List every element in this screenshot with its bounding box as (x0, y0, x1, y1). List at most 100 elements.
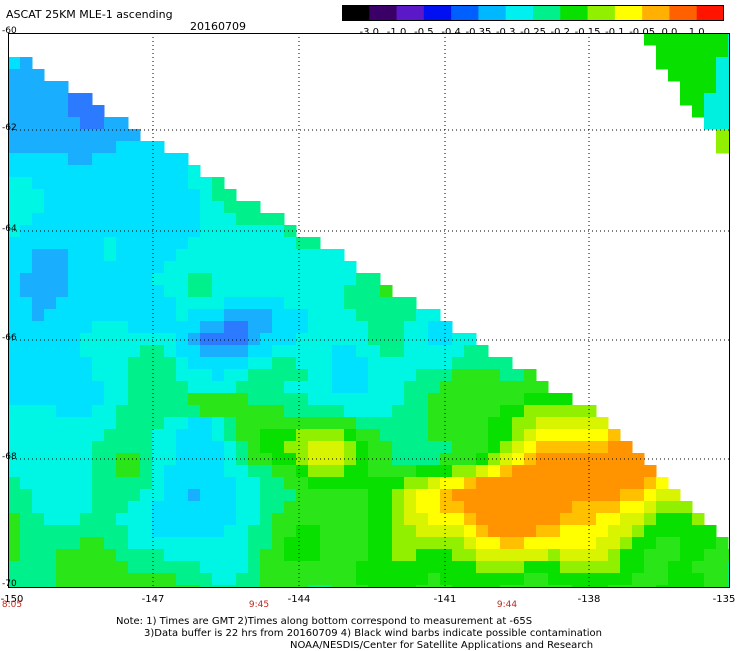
data-cell (176, 273, 189, 286)
data-cell (56, 165, 69, 178)
data-cell (692, 573, 705, 586)
data-cell (212, 513, 225, 526)
data-cell (404, 441, 417, 454)
data-cell (56, 189, 69, 202)
data-cell (716, 573, 729, 586)
data-cell (284, 345, 297, 358)
data-cell (20, 225, 33, 238)
data-cell (8, 213, 21, 226)
data-cell (500, 561, 513, 574)
data-cell (404, 309, 417, 322)
data-cell (212, 453, 225, 466)
data-cell (176, 489, 189, 502)
data-cell (332, 381, 345, 394)
data-cell (356, 405, 369, 418)
data-cell (104, 309, 117, 322)
data-cell (20, 153, 33, 166)
data-cell (536, 525, 549, 538)
data-cell (560, 573, 573, 586)
data-cell (236, 417, 249, 430)
data-cell (92, 189, 105, 202)
data-cell (152, 273, 165, 286)
data-cell (260, 513, 273, 526)
data-cell (368, 297, 381, 310)
data-cell (296, 381, 309, 394)
data-cell (296, 297, 309, 310)
data-cell (104, 165, 117, 178)
data-cell (164, 201, 177, 214)
data-cell (368, 417, 381, 430)
data-cell (584, 537, 597, 550)
data-cell (284, 513, 297, 526)
data-cell (248, 585, 261, 588)
data-cell (416, 525, 429, 538)
data-cell (212, 249, 225, 262)
data-cell (368, 561, 381, 574)
data-cell (260, 357, 273, 370)
data-cell (500, 453, 513, 466)
data-cell (560, 525, 573, 538)
data-cell (8, 93, 21, 106)
data-cell (464, 489, 477, 502)
data-cell (320, 561, 333, 574)
data-cell (212, 393, 225, 406)
lon-label-138: -138 (577, 594, 601, 605)
data-cell (452, 525, 465, 538)
data-cell (128, 261, 141, 274)
data-cell (80, 321, 93, 334)
data-cell (176, 357, 189, 370)
data-cell (260, 393, 273, 406)
data-cell (416, 513, 429, 526)
data-cell (500, 381, 513, 394)
data-cell (8, 69, 21, 82)
data-cell (656, 525, 669, 538)
data-cell (356, 285, 369, 298)
data-cell (224, 585, 237, 588)
data-cell (68, 177, 81, 190)
data-cell (176, 249, 189, 262)
data-cell (320, 441, 333, 454)
data-cell (404, 417, 417, 430)
data-cell (44, 285, 57, 298)
colorbar-swatch (587, 5, 616, 21)
data-cell (236, 585, 249, 588)
data-cell (32, 261, 45, 274)
data-cell (512, 489, 525, 502)
data-cell (224, 525, 237, 538)
data-cell (560, 477, 573, 490)
data-cell (92, 489, 105, 502)
data-cell (320, 381, 333, 394)
data-cell (284, 321, 297, 334)
data-cell (128, 321, 141, 334)
data-cell (452, 369, 465, 382)
data-cell (224, 297, 237, 310)
data-cell (32, 513, 45, 526)
data-cell (116, 333, 129, 346)
data-cell (80, 573, 93, 586)
data-cell (212, 309, 225, 322)
data-cell (224, 537, 237, 550)
data-cell (104, 477, 117, 490)
data-cell (164, 273, 177, 286)
data-cell (56, 273, 69, 286)
data-cell (308, 285, 321, 298)
data-cell (128, 345, 141, 358)
data-cell (104, 225, 117, 238)
data-cell (428, 477, 441, 490)
data-cell (176, 213, 189, 226)
data-cell (152, 333, 165, 346)
data-cell (128, 249, 141, 262)
colorbar-swatch (342, 5, 370, 21)
data-cell (392, 513, 405, 526)
data-cell (344, 453, 357, 466)
data-cell (620, 501, 633, 514)
data-cell (656, 513, 669, 526)
data-cell (32, 537, 45, 550)
data-cell (116, 237, 129, 250)
data-cell (56, 117, 69, 130)
data-cell (104, 417, 117, 430)
data-cell (296, 345, 309, 358)
data-cell (164, 213, 177, 226)
data-cell (440, 333, 453, 346)
data-cell (128, 513, 141, 526)
